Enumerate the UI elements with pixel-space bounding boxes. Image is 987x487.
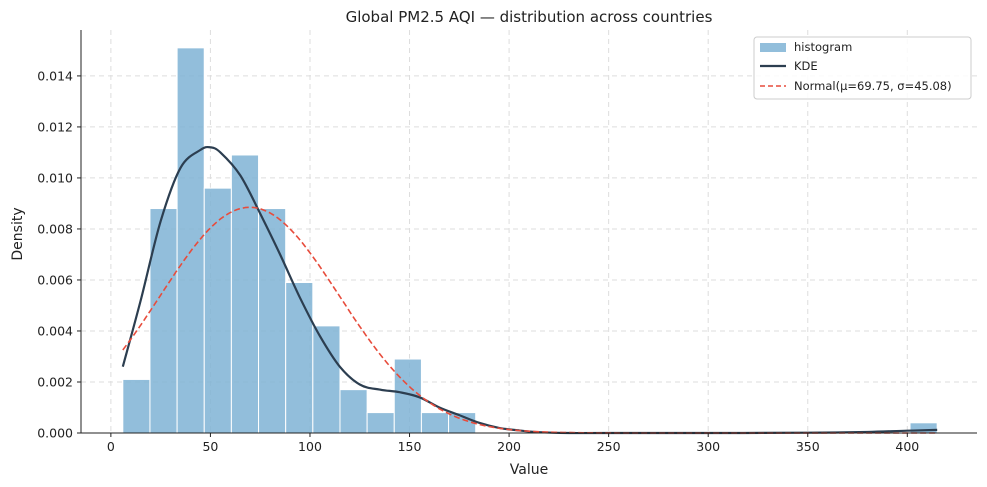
histogram-bar	[258, 208, 287, 434]
y-ticks: 0.000 0.002 0.004 0.006 0.008 0.010 0.012 0.014	[37, 68, 81, 441]
normal-fit-line	[122, 206, 938, 434]
histogram-bar	[122, 378, 151, 434]
histogram-bar	[230, 154, 260, 434]
y-tick-label: 0.000	[37, 426, 73, 441]
x-tick-label: 300	[696, 439, 720, 454]
histogram-bar	[366, 412, 395, 434]
legend-label-kde: KDE	[794, 59, 818, 73]
x-tick-label: 150	[398, 439, 422, 454]
axes	[80, 30, 977, 434]
histogram-bar	[176, 47, 205, 434]
x-axis-label: Value	[510, 462, 548, 478]
chart-title: Global PM2.5 AQI — distribution across c…	[346, 8, 713, 26]
histogram-bars	[122, 47, 938, 434]
x-tick-label: 250	[597, 439, 621, 454]
legend-frame	[753, 36, 972, 100]
x-tick-label: 350	[796, 439, 820, 454]
legend-label-histogram: histogram	[794, 40, 852, 54]
grid	[81, 30, 977, 434]
histogram-bar	[420, 412, 450, 434]
x-tick-label: 50	[202, 439, 218, 454]
histogram-bar	[285, 282, 314, 434]
histogram-bar	[203, 187, 232, 434]
x-tick-label: 0	[107, 439, 115, 454]
y-tick-label: 0.012	[37, 119, 73, 134]
y-tick-label: 0.014	[37, 68, 73, 83]
legend-label-normal: Normal(μ=69.75, σ=45.08)	[794, 79, 952, 93]
y-tick-label: 0.006	[37, 272, 73, 287]
x-ticks: 0 50 100 150 200 250 300 350 400	[107, 433, 919, 454]
x-tick-label: 400	[895, 439, 919, 454]
x-tick-label: 200	[497, 439, 521, 454]
x-tick-label: 100	[298, 439, 322, 454]
legend-swatch-histogram	[760, 43, 786, 52]
y-tick-label: 0.004	[37, 323, 73, 338]
y-tick-label: 0.008	[37, 221, 73, 236]
y-tick-label: 0.010	[37, 170, 73, 185]
legend: histogram KDE Normal(μ=69.75, σ=45.08)	[753, 36, 972, 100]
histogram-bar	[339, 389, 368, 434]
y-tick-label: 0.002	[37, 374, 73, 389]
y-axis-label: Density	[10, 207, 26, 260]
histogram-bar	[312, 325, 341, 434]
